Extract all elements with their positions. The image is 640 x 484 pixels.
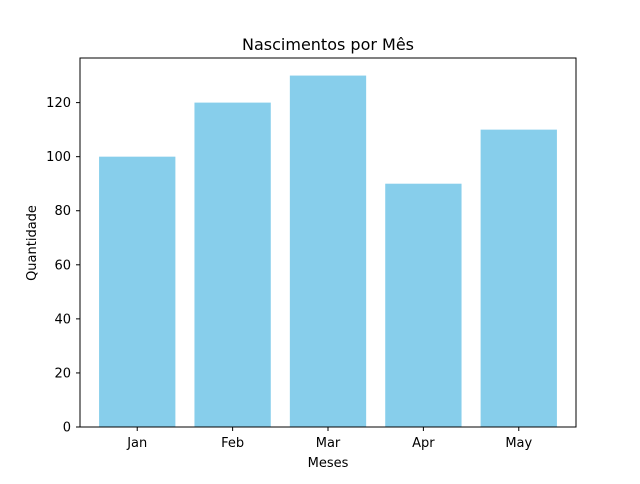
x-tick-label: Mar [316,436,341,451]
y-tick-label: 40 [54,312,71,327]
x-tick-label: Jan [126,436,147,451]
y-tick-label: 80 [54,204,71,219]
x-axis-label: Meses [308,456,349,471]
y-axis: 0 20 40 60 80 100 120 [46,96,80,436]
y-tick-label: 60 [54,258,71,273]
x-tick-label: May [505,436,532,451]
bar-apr [385,183,462,427]
x-tick-label: Apr [412,436,435,451]
y-tick-label: 100 [46,150,71,165]
x-tick-label: Feb [221,436,244,451]
bar-mar [289,75,367,428]
x-axis: Jan Feb Mar Apr May [126,427,533,451]
bar-jan [99,156,176,427]
y-tick-label: 0 [63,421,71,436]
bar-may [480,129,557,427]
bar-feb [194,102,271,427]
y-tick-label: 20 [54,366,71,381]
plot-area [99,75,557,428]
y-axis-label: Quantidade [25,205,40,281]
chart-title: Nascimentos por Mês [242,35,414,54]
y-tick-label: 120 [46,96,71,111]
